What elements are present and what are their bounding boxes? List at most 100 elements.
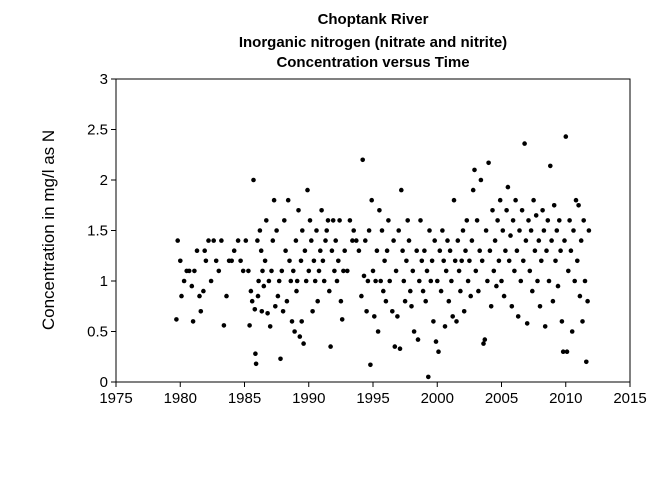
data-point (487, 248, 493, 253)
data-point (202, 248, 207, 253)
data-point (454, 319, 459, 324)
data-point (572, 278, 577, 284)
data-point (554, 228, 560, 233)
data-point (253, 351, 258, 357)
data-point (339, 317, 345, 322)
x-tick-label: 1975 (99, 390, 132, 407)
data-point (557, 218, 562, 223)
data-point (481, 341, 486, 346)
data-point (456, 268, 462, 274)
data-point (178, 258, 183, 264)
data-point (514, 248, 520, 253)
data-point (213, 258, 219, 264)
data-point (528, 228, 534, 233)
data-point (441, 258, 447, 264)
data-point (440, 228, 445, 233)
data-point (271, 197, 277, 203)
data-point (192, 268, 197, 274)
y-tick-label: 0 (100, 374, 108, 391)
y-tick-label: 3 (100, 71, 108, 88)
data-point (478, 177, 484, 183)
chart-title-line-1: Choptank River (318, 11, 429, 28)
data-point (464, 218, 470, 223)
data-point (323, 238, 328, 243)
data-point (391, 238, 396, 243)
data-point (267, 324, 273, 329)
data-point (258, 248, 264, 253)
data-point (527, 268, 533, 274)
data-point (584, 359, 589, 365)
data-point (476, 288, 481, 294)
data-point (238, 258, 243, 264)
data-point (446, 298, 452, 304)
data-point (240, 268, 246, 274)
data-point (417, 278, 422, 284)
data-point (299, 319, 305, 324)
data-point (307, 218, 313, 223)
data-point (298, 258, 304, 264)
data-point (189, 283, 195, 289)
data-point (347, 218, 353, 223)
data-point (297, 334, 303, 339)
data-point (208, 278, 214, 284)
data-point (500, 228, 506, 233)
data-point (523, 238, 529, 243)
data-point (302, 248, 308, 253)
data-point (393, 268, 399, 274)
data-point (253, 361, 259, 367)
data-point (249, 298, 255, 304)
data-point (257, 228, 263, 233)
data-point (410, 268, 416, 274)
data-point (422, 248, 427, 253)
data-point (305, 187, 310, 193)
data-point (203, 258, 209, 264)
data-point (342, 248, 348, 253)
data-point (321, 278, 327, 284)
data-point (370, 268, 376, 274)
data-point (374, 248, 380, 253)
data-point (399, 187, 404, 193)
data-point (320, 258, 326, 264)
data-point (510, 218, 516, 223)
data-point (372, 314, 377, 319)
data-point (540, 208, 545, 213)
data-point (437, 248, 443, 253)
data-point (289, 319, 295, 324)
data-point (175, 238, 180, 243)
data-point (495, 218, 500, 223)
data-point (270, 238, 276, 243)
data-point (499, 278, 504, 284)
data-point (384, 248, 390, 253)
data-point (458, 288, 463, 294)
data-point (415, 337, 421, 342)
data-point (206, 238, 211, 243)
data-point (506, 258, 512, 264)
y-axis-label: Concentration in mg/l as N (39, 130, 58, 330)
data-point (517, 228, 522, 233)
data-point (443, 268, 449, 274)
data-point (433, 339, 439, 344)
data-point (341, 268, 346, 274)
data-point (186, 268, 192, 274)
data-point (508, 233, 513, 238)
data-point (259, 309, 265, 314)
data-point (427, 228, 432, 233)
data-point (292, 329, 297, 334)
data-point (571, 228, 576, 233)
data-point (318, 248, 323, 253)
data-point (381, 288, 386, 294)
data-point (278, 356, 283, 362)
data-point (473, 268, 479, 274)
data-point (383, 298, 389, 304)
data-point (418, 218, 423, 223)
data-point (395, 314, 400, 319)
data-point (303, 278, 309, 284)
data-points (174, 134, 592, 380)
data-point (518, 278, 524, 284)
data-point (445, 238, 450, 243)
data-point (330, 218, 336, 223)
data-point (560, 349, 566, 355)
data-point (515, 314, 521, 319)
data-point (585, 298, 590, 304)
